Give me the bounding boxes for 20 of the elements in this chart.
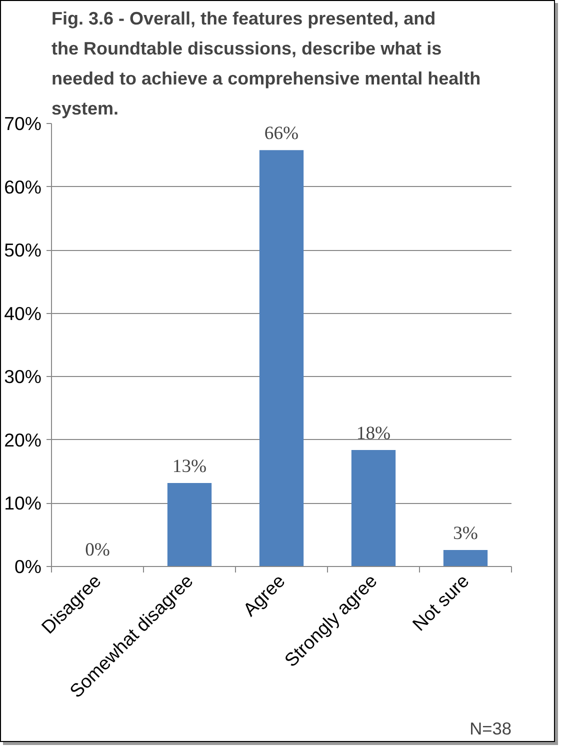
- bar: [351, 450, 396, 566]
- chart-title: Fig. 3.6 - Overall, the features presented, and the Roundtable discussions, describe what is needed to achieve a comprehensive mental health system.: [52, 8, 481, 118]
- data-label: 18%: [356, 423, 391, 444]
- y-tick-label: 20%: [4, 429, 42, 450]
- bar: [259, 150, 304, 566]
- text: N=38: [470, 718, 512, 738]
- bar: [443, 550, 488, 566]
- y-tick-label: 10%: [4, 492, 42, 514]
- bar: [167, 482, 212, 566]
- x-tick-label: Not sure: [408, 570, 473, 635]
- y-tick-label: 50%: [4, 240, 42, 261]
- data-label: 3%: [453, 523, 478, 544]
- y-tick-label: 70%: [4, 113, 42, 134]
- y-tick-label: 40%: [4, 302, 42, 324]
- data-label: 0%: [85, 540, 110, 560]
- data-label: 66%: [264, 123, 299, 144]
- data-label: 13%: [172, 456, 207, 477]
- y-tick-label: 60%: [4, 176, 42, 198]
- y-tick-label: 0%: [14, 556, 42, 577]
- y-tick-label: 30%: [4, 366, 42, 388]
